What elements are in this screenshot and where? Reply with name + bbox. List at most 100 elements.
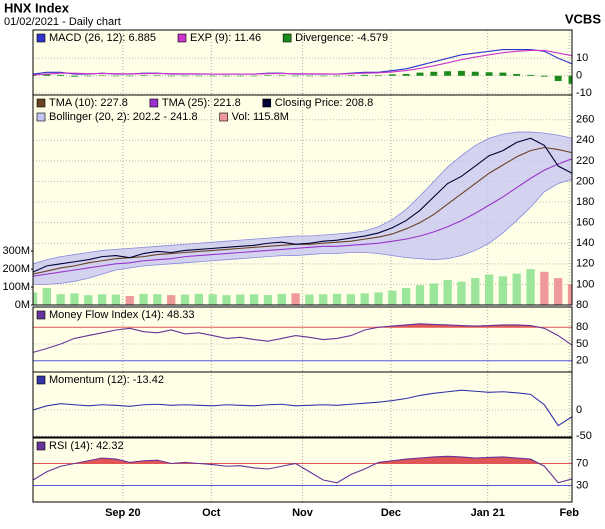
bar [153,294,162,305]
y2-tick-label: 300M [2,245,30,257]
plot-area [33,95,572,305]
y-tick-label: 260 [576,114,594,126]
y-tick-label: 20 [576,355,588,367]
y-tick-label: -10 [576,87,592,99]
bar [33,292,38,305]
y-tick-label: 50 [576,338,588,350]
bar [278,75,286,76]
y-tick-label: 180 [576,196,594,208]
legend-label: RSI (14): 42.32 [49,440,124,452]
legend-swatch [219,112,228,122]
bar [346,294,356,305]
bar [209,75,217,77]
bar [430,71,438,76]
bar [292,75,300,77]
bar [249,294,259,305]
bar [43,74,51,76]
bar [70,293,79,305]
bar [125,296,134,305]
line [33,389,572,427]
bollinger-band [33,131,572,285]
legend-swatch [36,310,46,320]
line [33,158,572,277]
bar [181,75,189,77]
bar [485,72,493,76]
plot-area [33,372,572,437]
bar [250,75,258,77]
y2-tick-label: 0M [15,299,30,311]
plot-background [33,438,572,502]
bar [277,293,286,305]
bar [319,75,327,77]
y2-tick-label: 100M [2,281,30,293]
x-tick-label: Oct [202,507,221,519]
line [33,49,572,76]
legend-label: Closing Price: 208.8 [275,97,373,109]
y-tick-label: 240 [576,134,594,146]
bar [236,294,245,305]
legend-swatch [36,112,46,122]
line [33,137,572,273]
y-tick-label: 80 [576,299,588,311]
chart-title: HNX Index [4,0,70,15]
bar [305,294,314,305]
x-tick-label: Nov [292,507,314,519]
bar [263,295,273,305]
bar [71,75,78,77]
bar [223,75,230,77]
bar [347,75,355,76]
bar [180,294,190,305]
legend-label: EXP (9): 11.46 [190,32,261,44]
bar [291,293,300,305]
x-tick-label: Feb [559,507,579,519]
bar [305,75,313,77]
bar [527,74,534,76]
bar [126,75,134,77]
bar [56,294,65,305]
bar [195,75,203,77]
bar [540,271,549,305]
legend-label: Divergence: -4.579 [295,32,388,44]
x-tick-label: Sep 20 [105,507,140,519]
bar [388,74,396,76]
legend-swatch [36,33,46,43]
plot-area [33,307,572,372]
bar [360,293,369,305]
x-tick-label: Jan 21 [471,507,505,519]
bar [484,274,494,305]
bar [415,285,425,305]
bar [471,71,479,76]
bar [111,294,121,305]
legend-label: TMA (25): 221.8 [162,97,241,109]
bar [84,295,93,305]
bar [402,74,410,76]
bar [139,293,148,305]
bar [208,294,217,305]
bar [98,75,106,76]
bar [332,293,342,305]
bar [57,74,65,76]
plot-area [33,30,572,95]
bar [167,75,175,77]
y-tick-label: 70 [576,457,588,469]
bar [112,75,120,77]
bar [140,75,148,76]
bar [416,72,424,76]
y-tick-label: 160 [576,217,594,229]
legend-swatch [282,33,292,43]
bar [42,287,51,305]
y-tick-label: 100 [576,278,594,290]
bar [388,290,397,305]
bar [319,294,328,305]
bar [512,273,521,305]
bar [554,278,563,305]
bar [374,292,383,305]
legend-swatch [36,375,46,385]
legend-swatch [177,33,187,43]
y-tick-label: -50 [576,430,592,442]
y-tick-label: 10 [576,52,588,64]
y-tick-label: 0 [576,70,582,82]
line [33,323,572,353]
bar [153,75,161,76]
